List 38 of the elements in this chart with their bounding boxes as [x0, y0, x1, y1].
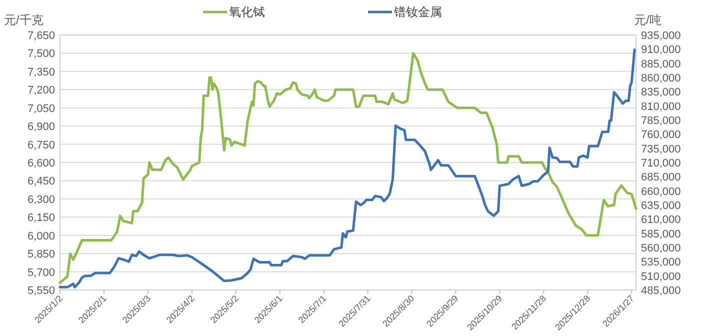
y-tick-label: 6,750 — [27, 139, 55, 152]
y2-tick-label: 735,000 — [641, 143, 681, 156]
y2-tick-label: 860,000 — [641, 72, 681, 84]
y2-tick-label: 810,000 — [641, 100, 681, 113]
legend-label: 镨钕金属 — [393, 5, 442, 19]
y2-tick-label: 560,000 — [641, 242, 681, 254]
y2-tick-label: 910,000 — [641, 44, 681, 56]
y-tick-label: 5,550 — [27, 285, 55, 297]
y-tick-label: 5,850 — [27, 248, 55, 261]
y-tick-label: 6,300 — [27, 194, 55, 206]
y-tick-label: 7,200 — [27, 84, 55, 97]
y2-tick-label: 610,000 — [641, 214, 681, 226]
y2-tick-label: 885,000 — [641, 58, 681, 70]
y2-tick-label: 785,000 — [641, 115, 681, 127]
y2-tick-label: 585,000 — [641, 228, 681, 240]
y2-tick-label: 760,000 — [641, 129, 681, 142]
y-tick-label: 6,900 — [27, 121, 55, 134]
y-tick-label: 6,000 — [27, 230, 55, 242]
y2-tick-label: 635,000 — [641, 200, 681, 212]
y2-tick-label: 510,000 — [641, 270, 681, 283]
y-tick-label: 6,450 — [27, 176, 55, 188]
y-tick-label: 6,600 — [27, 158, 55, 170]
y2-tick-label: 685,000 — [641, 172, 681, 184]
y2-tick-label: 935,000 — [641, 30, 681, 42]
y-tick-label: 7,500 — [27, 48, 55, 60]
y2-axis-title: 元/吨 — [634, 13, 662, 27]
y-tick-label: 6,150 — [27, 212, 55, 224]
y2-tick-label: 660,000 — [641, 186, 681, 198]
y-tick-label: 7,050 — [27, 102, 55, 115]
y-tick-label: 7,650 — [27, 30, 55, 42]
y2-tick-label: 835,000 — [641, 86, 681, 99]
legend-label: 氧化铽 — [229, 5, 265, 19]
y2-tick-label: 485,000 — [641, 285, 681, 297]
y2-tick-label: 535,000 — [641, 256, 681, 269]
y2-tick-label: 710,000 — [641, 158, 681, 170]
y-axis-title: 元/千克 — [4, 13, 44, 27]
y-tick-label: 7,350 — [27, 66, 55, 78]
y-tick-label: 5,700 — [27, 266, 55, 279]
